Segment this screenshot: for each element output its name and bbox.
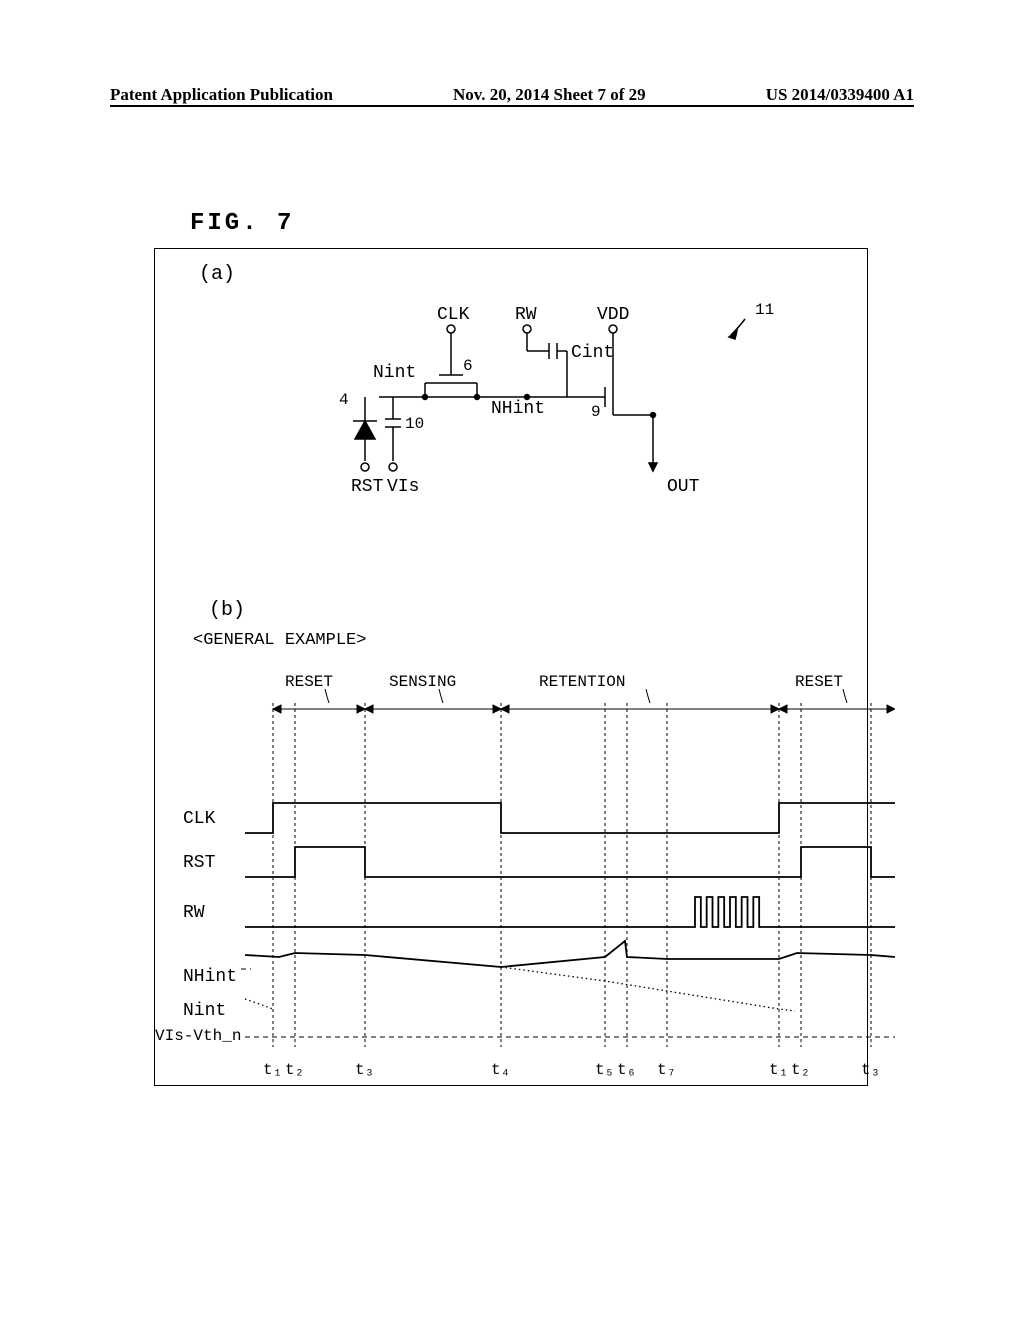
out-label: OUT [667, 477, 699, 497]
ref-6: 6 [463, 357, 473, 375]
time-label: t₃ [861, 1061, 880, 1079]
header-right: US 2014/0339400 A1 [766, 85, 914, 105]
time-label: t₇ [657, 1061, 676, 1079]
rst-label: RST [351, 477, 383, 497]
timing-diagram [155, 669, 895, 1079]
figure-label: FIG. 7 [190, 210, 294, 237]
time-label: t₅ [595, 1061, 614, 1079]
time-label: t₂ [285, 1061, 304, 1079]
part-a-label: (a) [199, 263, 235, 286]
vdd-label: VDD [597, 305, 629, 325]
time-label: t₆ [617, 1061, 636, 1079]
time-label: t₄ [491, 1061, 510, 1079]
figure-frame: (a) [154, 248, 868, 1086]
circuit-diagram [305, 279, 805, 539]
header-rule [110, 105, 914, 107]
time-label: t₂ [791, 1061, 810, 1079]
page-header: Patent Application Publication Nov. 20, … [110, 85, 914, 105]
header-left: Patent Application Publication [110, 85, 333, 105]
rw-label: RW [515, 305, 537, 325]
general-example: <GENERAL EXAMPLE> [193, 631, 366, 650]
part-b-label: (b) [209, 599, 245, 622]
timing-diagram-container: RESET SENSING RETENTION RESET CLK RST RW… [155, 669, 869, 1079]
header-center: Nov. 20, 2014 Sheet 7 of 29 [453, 85, 646, 105]
ref-11: 11 [755, 301, 774, 319]
time-label: t₃ [355, 1061, 374, 1079]
time-label: t₁ [263, 1061, 282, 1079]
vis-label: VIs [387, 477, 419, 497]
nhint-label: NHint [491, 399, 545, 419]
ref-4: 4 [339, 391, 349, 409]
ref-9: 9 [591, 403, 601, 421]
nint-label: Nint [373, 363, 416, 383]
cint-label: Cint [571, 343, 614, 363]
time-label: t₁ [769, 1061, 788, 1079]
clk-label: CLK [437, 305, 469, 325]
ref-10: 10 [405, 415, 424, 433]
